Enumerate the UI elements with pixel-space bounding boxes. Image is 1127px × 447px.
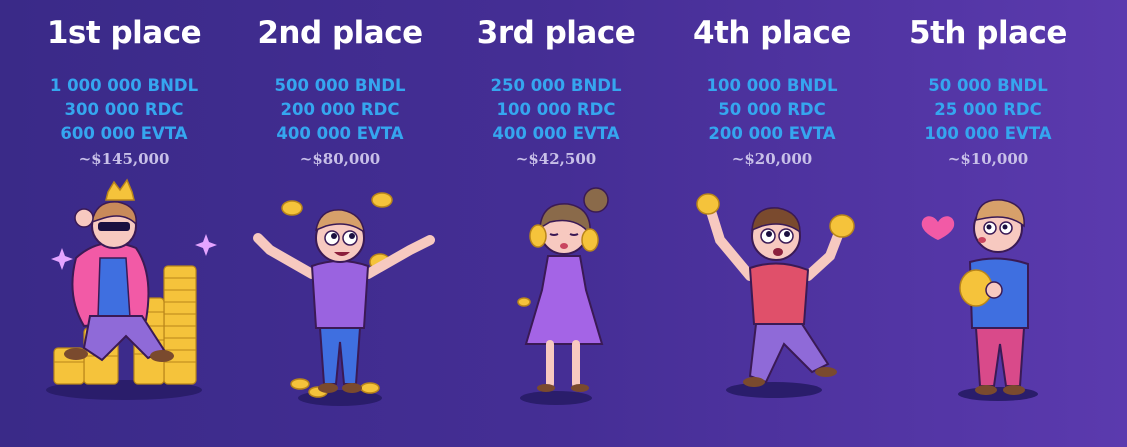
prize-amounts: 1 000 000 BNDL 300 000 RDC 600 000 EVTA … — [14, 74, 234, 170]
place-title: 4th place — [693, 15, 851, 51]
amount-rdc: 25 000 RDC — [934, 100, 1042, 119]
amount-rdc: 300 000 RDC — [64, 100, 184, 119]
amount-evta: 100 000 EVTA — [924, 124, 1052, 143]
amount-bndl: 100 000 BNDL — [706, 76, 838, 95]
usd-value: ~$145,000 — [78, 150, 170, 168]
usd-value: ~$20,000 — [731, 150, 813, 168]
prize-tier-4: 4th place 100 000 BNDL 50 000 RDC 200 00… — [662, 0, 882, 447]
amount-bndl: 500 000 BNDL — [274, 76, 406, 95]
prize-tier-3: 3rd place 250 000 BNDL 100 000 RDC 400 0… — [446, 0, 666, 447]
amount-evta: 400 000 EVTA — [492, 124, 620, 143]
illustration-woman-coins — [446, 178, 666, 418]
prize-amounts: 250 000 BNDL 100 000 RDC 400 000 EVTA ~$… — [446, 74, 666, 170]
illustration-coin-throne — [14, 178, 234, 418]
amount-evta: 200 000 EVTA — [708, 124, 836, 143]
illustration-hugging-coins — [878, 178, 1098, 418]
place-title: 5th place — [909, 15, 1067, 51]
prize-tier-1: 1st place 1 000 000 BNDL 300 000 RDC 600… — [14, 0, 234, 447]
usd-value: ~$42,500 — [515, 150, 597, 168]
amount-evta: 400 000 EVTA — [276, 124, 404, 143]
amount-bndl: 1 000 000 BNDL — [49, 76, 199, 95]
place-title: 3rd place — [476, 15, 636, 51]
illustration-dancing-coins — [662, 178, 882, 418]
prize-amounts: 100 000 BNDL 50 000 RDC 200 000 EVTA ~$2… — [662, 74, 882, 170]
place-title: 1st place — [46, 15, 202, 51]
usd-value: ~$80,000 — [299, 150, 381, 168]
amount-rdc: 100 000 RDC — [496, 100, 616, 119]
prize-tier-5: 5th place 50 000 BNDL 25 000 RDC 100 000… — [878, 0, 1098, 447]
amount-bndl: 250 000 BNDL — [490, 76, 622, 95]
amount-rdc: 50 000 RDC — [718, 100, 826, 119]
amount-bndl: 50 000 BNDL — [928, 76, 1048, 95]
prize-tier-2: 2nd place 500 000 BNDL 200 000 RDC 400 0… — [230, 0, 450, 447]
usd-value: ~$10,000 — [947, 150, 1029, 168]
illustration-juggling-coins — [230, 178, 450, 418]
place-title: 2nd place — [257, 15, 423, 51]
amount-evta: 600 000 EVTA — [60, 124, 188, 143]
amount-rdc: 200 000 RDC — [280, 100, 400, 119]
prize-amounts: 50 000 BNDL 25 000 RDC 100 000 EVTA ~$10… — [878, 74, 1098, 170]
prize-amounts: 500 000 BNDL 200 000 RDC 400 000 EVTA ~$… — [230, 74, 450, 170]
